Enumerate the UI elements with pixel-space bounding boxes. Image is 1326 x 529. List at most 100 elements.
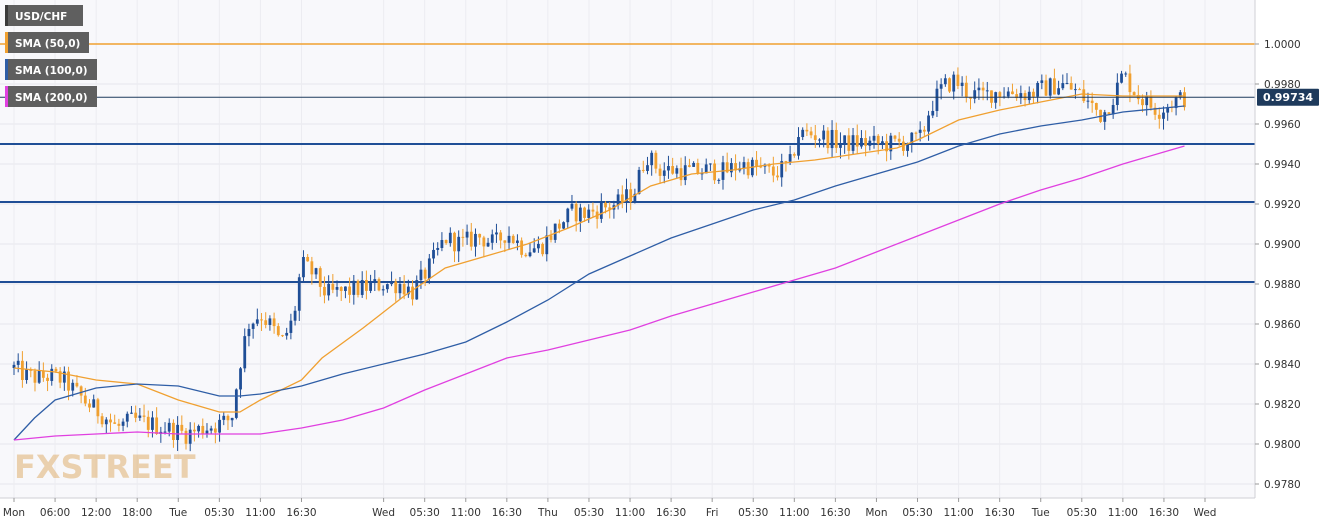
- candle-body: [964, 82, 968, 98]
- candle-body: [218, 419, 221, 433]
- candle-body: [1149, 96, 1153, 108]
- sma-line: [13, 93, 1185, 413]
- candle-body: [440, 240, 444, 248]
- candle-body: [226, 415, 230, 421]
- x-tick-label: 11:00: [779, 507, 809, 519]
- y-tick-label: 0.9900: [1264, 239, 1301, 251]
- candle-body: [969, 97, 972, 99]
- candle-body: [830, 129, 834, 149]
- candle-body: [436, 247, 440, 250]
- candle-body: [251, 323, 255, 329]
- candle-body: [50, 368, 54, 381]
- candle-body: [822, 130, 826, 140]
- candle-body: [767, 164, 771, 167]
- y-tick-label: 0.9880: [1264, 279, 1301, 291]
- candle-body: [180, 424, 184, 431]
- candle-body: [1162, 112, 1165, 119]
- candle-body: [818, 139, 821, 141]
- candle-body: [1019, 93, 1023, 99]
- legend-swatch: [5, 59, 8, 80]
- candle-body: [897, 138, 901, 142]
- candle-body: [96, 399, 100, 417]
- candle-body: [507, 235, 511, 243]
- candle-body: [176, 424, 180, 441]
- candle-body: [998, 92, 1002, 98]
- candle-body: [1153, 107, 1157, 115]
- candle-body: [360, 279, 364, 295]
- candle-body: [411, 286, 414, 300]
- candle-body: [834, 129, 838, 148]
- candle-body: [729, 163, 733, 173]
- candle-body: [734, 163, 737, 171]
- y-tick-label: 0.9800: [1264, 439, 1301, 451]
- candle-body: [885, 141, 889, 152]
- candle-body: [54, 368, 58, 372]
- candle-body: [335, 287, 339, 290]
- candle-body: [33, 370, 37, 383]
- candle-body: [578, 207, 582, 222]
- candle-body: [486, 242, 490, 247]
- candle-body: [654, 152, 658, 169]
- candle-body: [272, 318, 276, 327]
- candle-body: [130, 412, 133, 414]
- candle-body: [209, 428, 213, 431]
- last-price-badge-bg: [1257, 88, 1319, 106]
- candle-body: [683, 165, 687, 181]
- candle-body: [1011, 91, 1014, 95]
- candle-body: [788, 154, 792, 162]
- candle-body: [398, 284, 402, 294]
- y-axis-ticks: 1.0000 0.9980 0.9960 0.9940 0.9920 0.9900 0.98…: [1255, 39, 1301, 491]
- y-tick-label: 0.9840: [1264, 359, 1301, 371]
- candle-body: [327, 283, 331, 296]
- candle-body: [1157, 114, 1161, 119]
- candle-body: [490, 234, 494, 243]
- candle-body: [1178, 92, 1182, 98]
- candle-body: [943, 78, 947, 85]
- candle-body: [247, 328, 251, 337]
- candle-body: [423, 269, 427, 279]
- candle-body: [184, 430, 188, 444]
- candle-body: [1103, 112, 1107, 122]
- x-tick-label: 16:30: [1149, 507, 1179, 519]
- candle-body: [541, 243, 544, 255]
- candle-body: [520, 240, 524, 255]
- candle-body: [310, 261, 314, 275]
- candle-body: [948, 78, 951, 92]
- candle-body: [373, 279, 377, 283]
- x-tick-label: 06:00: [40, 507, 70, 519]
- candle-body: [860, 138, 863, 147]
- x-tick-label: 11:00: [1108, 507, 1138, 519]
- candle-body: [625, 189, 628, 203]
- candle-body: [1107, 112, 1111, 115]
- candle-body: [314, 268, 318, 275]
- candle-body: [1132, 92, 1136, 96]
- candle-body: [264, 320, 268, 325]
- candle-body: [285, 332, 289, 336]
- y-tick-label: 0.9920: [1264, 199, 1301, 211]
- legend-label: SMA (200,0): [15, 92, 88, 104]
- candle-body: [188, 429, 192, 444]
- candle-body: [1036, 82, 1040, 97]
- x-tick-label: 05:30: [902, 507, 932, 519]
- candle-body: [918, 129, 922, 133]
- candle-body: [658, 168, 662, 176]
- candle-body: [142, 415, 146, 417]
- candle-body: [364, 279, 368, 291]
- candle-body: [323, 286, 326, 296]
- candle-body: [792, 154, 796, 156]
- candle-body: [453, 232, 456, 252]
- candle-body: [633, 193, 637, 203]
- candle-body: [608, 207, 612, 210]
- legend-label: SMA (100,0): [15, 65, 88, 77]
- candle-body: [1061, 83, 1065, 89]
- x-tick-label: Fri: [706, 507, 719, 519]
- x-tick-label: 12:00: [81, 507, 111, 519]
- candle-body: [67, 371, 70, 391]
- legend: USD/CHF SMA (50,0) SMA (100,0) SMA (200,0): [5, 5, 97, 107]
- candle-body: [688, 165, 691, 167]
- candle-body: [1040, 80, 1044, 83]
- candle-body: [549, 235, 553, 240]
- candle-body: [1006, 91, 1010, 97]
- legend-item-bg: [5, 5, 83, 26]
- candle-body: [704, 164, 708, 174]
